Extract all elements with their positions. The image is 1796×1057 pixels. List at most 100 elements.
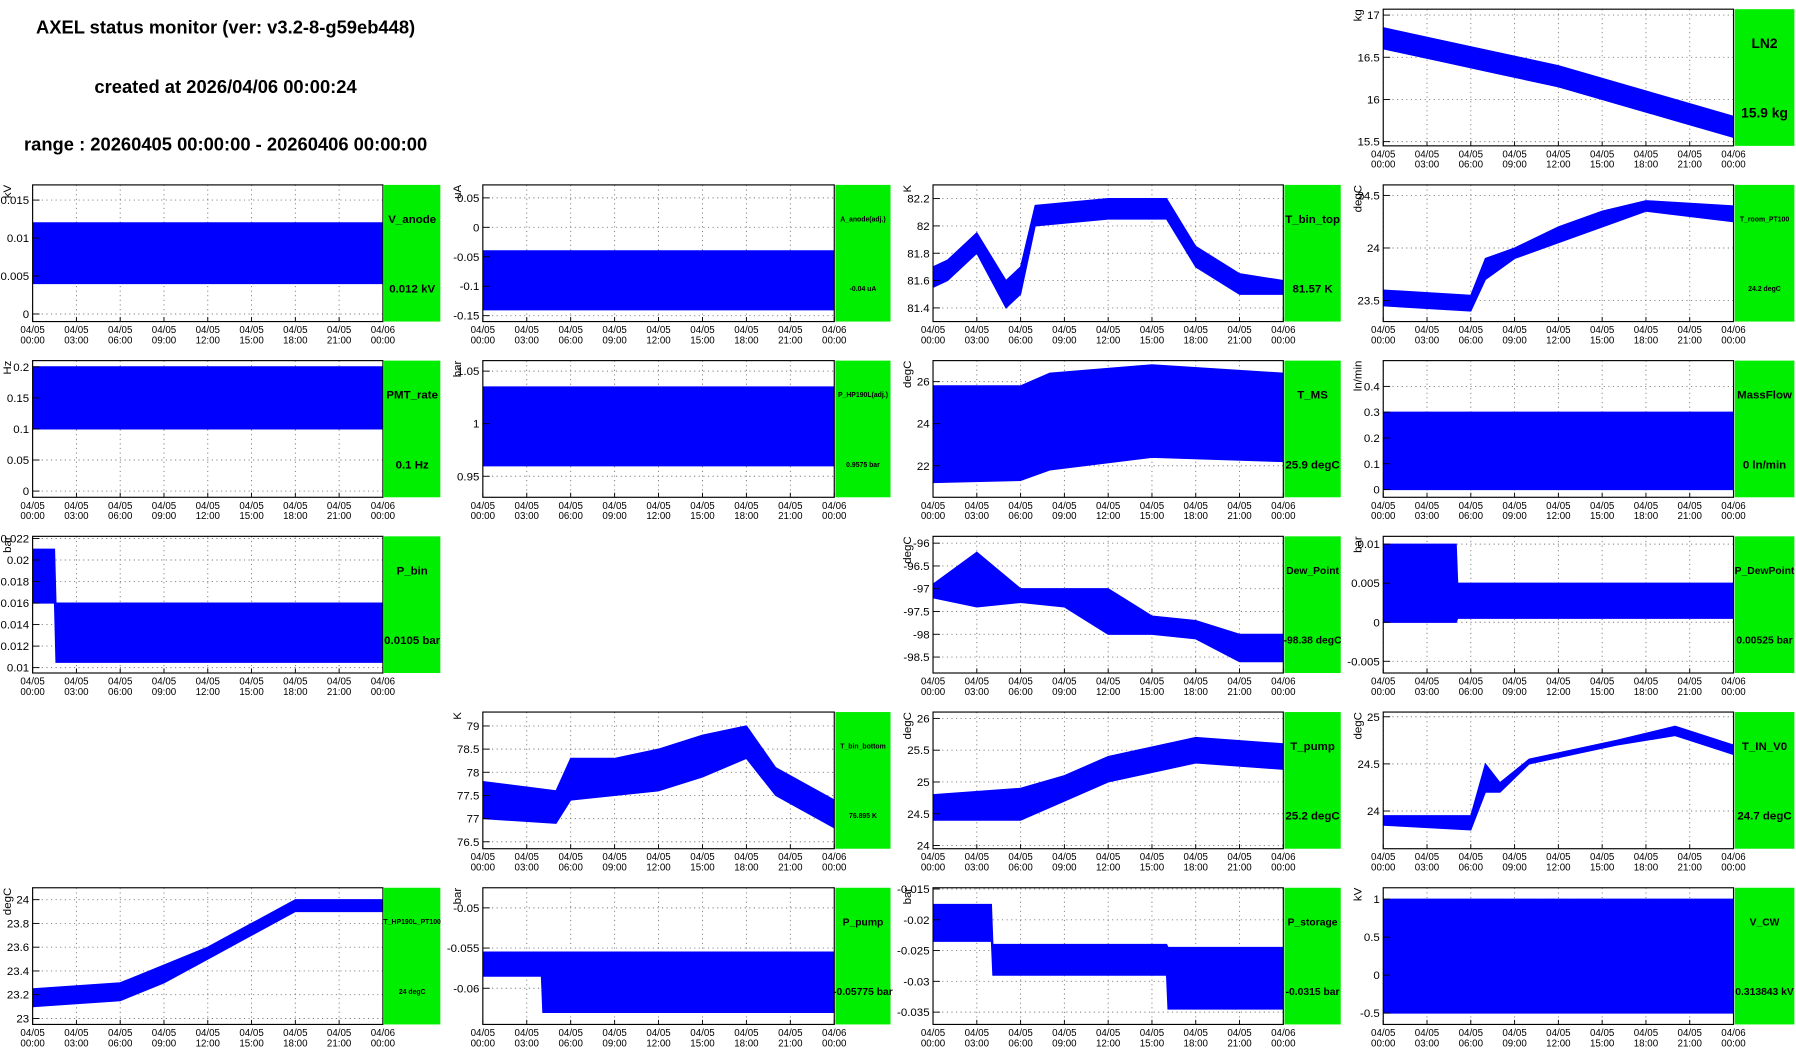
x-tick-date: 04/05	[1415, 325, 1440, 336]
y-axis-label: degC	[902, 712, 914, 739]
x-tick-date: 04/05	[152, 1028, 177, 1039]
x-tick-date: 04/05	[108, 325, 133, 336]
x-tick-time: 06:00	[108, 511, 133, 522]
x-tick-time: 09:00	[152, 511, 177, 522]
x-tick-time: 21:00	[1678, 1038, 1703, 1049]
data-band	[32, 366, 383, 430]
x-tick-time: 00:00	[921, 335, 946, 346]
y-axis-label: bar	[1352, 536, 1364, 553]
plot-content	[32, 360, 383, 498]
x-tick-date: 04/05	[1634, 852, 1659, 863]
x-tick-date: 04/05	[778, 501, 803, 512]
x-tick-date: 04/06	[1721, 676, 1745, 687]
y-tick-label: 0	[1373, 617, 1379, 629]
status-box	[1284, 887, 1341, 1025]
y-tick-label: 24.5	[1357, 190, 1379, 202]
panel: 04/0500:0004/0503:0004/0506:0004/0509:00…	[1347, 535, 1795, 698]
x-tick-date: 04/05	[327, 501, 352, 512]
x-tick-date: 04/05	[602, 501, 627, 512]
status-box	[1734, 9, 1795, 146]
x-tick-time: 15:00	[1590, 687, 1615, 698]
y-tick-label: 77.5	[457, 790, 479, 802]
x-tick-time: 00:00	[1721, 511, 1746, 522]
y-tick-label: -0.005	[1347, 656, 1380, 668]
y-axis-label: kg	[1352, 9, 1364, 21]
x-tick-date: 04/06	[371, 501, 395, 512]
x-tick-date: 04/05	[602, 1028, 627, 1039]
panel: 04/0500:0004/0503:0004/0506:0004/0509:00…	[902, 360, 1341, 522]
status-box	[384, 536, 441, 674]
y-tick-label: 1.05	[457, 366, 479, 378]
x-tick-date: 04/05	[1371, 325, 1396, 336]
x-tick-date: 04/05	[196, 325, 221, 336]
x-tick-time: 00:00	[1371, 1038, 1396, 1049]
x-tick-time: 00:00	[1371, 160, 1396, 171]
x-tick-date: 04/05	[1459, 852, 1484, 863]
x-tick-date: 04/05	[239, 1028, 264, 1039]
x-tick-time: 09:00	[152, 1038, 177, 1049]
x-tick-time: 21:00	[1227, 335, 1252, 346]
x-tick-time: 09:00	[1052, 511, 1077, 522]
x-tick-time: 12:00	[1546, 1038, 1571, 1049]
x-tick-date: 04/05	[1415, 149, 1440, 160]
y-tick-label: -96	[913, 538, 930, 550]
x-tick-time: 03:00	[965, 511, 990, 522]
x-tick-date: 04/05	[1096, 1028, 1121, 1039]
status-reading: 0.012 kV	[389, 284, 435, 296]
panel: 04/0500:0004/0503:0004/0506:0004/0509:00…	[1352, 184, 1795, 346]
y-tick-label: 24.5	[907, 809, 929, 821]
x-tick-time: 06:00	[108, 687, 133, 698]
x-tick-date: 04/05	[965, 676, 990, 687]
x-tick-time: 03:00	[1415, 335, 1440, 346]
status-reading: 24 degC	[399, 989, 426, 996]
status-name: V_CW	[1750, 917, 1780, 928]
x-tick-date: 04/05	[690, 501, 715, 512]
x-tick-time: 09:00	[1052, 863, 1077, 874]
status-name: V_anode	[388, 214, 436, 226]
plot-content	[32, 184, 383, 322]
x-tick-date: 04/05	[1415, 676, 1440, 687]
x-tick-date: 04/05	[965, 1028, 990, 1039]
x-tick-time: 21:00	[1227, 1038, 1252, 1049]
y-tick-label: 23.5	[1357, 296, 1379, 308]
x-tick-date: 04/05	[1546, 852, 1571, 863]
y-tick-label: 81.4	[907, 303, 930, 315]
status-box	[1284, 712, 1341, 849]
x-tick-time: 15:00	[1140, 1038, 1165, 1049]
x-tick-date: 04/05	[1184, 325, 1209, 336]
x-tick-date: 04/05	[1008, 676, 1033, 687]
panel: 04/0500:0004/0503:0004/0506:0004/0509:00…	[902, 184, 1341, 346]
y-tick-label: 0.014	[0, 620, 29, 632]
x-tick-time: 00:00	[371, 511, 396, 522]
x-tick-time: 06:00	[558, 335, 583, 346]
x-tick-time: 12:00	[1096, 687, 1121, 698]
x-tick-time: 03:00	[965, 687, 990, 698]
x-tick-date: 04/05	[1590, 149, 1615, 160]
x-tick-time: 00:00	[921, 511, 946, 522]
x-tick-date: 04/05	[1184, 1028, 1209, 1039]
x-tick-time: 03:00	[64, 335, 89, 346]
status-reading: 0.00525 bar	[1736, 636, 1792, 647]
status-box	[1734, 184, 1795, 322]
x-tick-time: 18:00	[1634, 335, 1659, 346]
status-reading: 25.2 degC	[1286, 811, 1340, 823]
x-tick-date: 04/05	[646, 501, 671, 512]
x-tick-time: 18:00	[1184, 511, 1209, 522]
x-tick-time: 00:00	[1371, 335, 1396, 346]
x-tick-date: 04/05	[921, 501, 946, 512]
data-band	[32, 222, 383, 285]
x-tick-time: 00:00	[471, 1038, 496, 1049]
x-tick-date: 04/05	[690, 852, 715, 863]
y-tick-label: 0.3	[1364, 407, 1380, 419]
status-name: PMT_rate	[386, 390, 438, 402]
status-box	[835, 360, 891, 498]
y-tick-label: 76.5	[457, 837, 479, 849]
y-tick-label: 23.2	[7, 990, 29, 1002]
y-tick-label: 81.8	[907, 248, 929, 260]
x-tick-time: 09:00	[1502, 511, 1527, 522]
x-tick-date: 04/05	[64, 676, 89, 687]
status-box	[835, 184, 891, 322]
x-tick-time: 12:00	[1546, 863, 1571, 874]
y-tick-label: 78	[467, 767, 480, 779]
